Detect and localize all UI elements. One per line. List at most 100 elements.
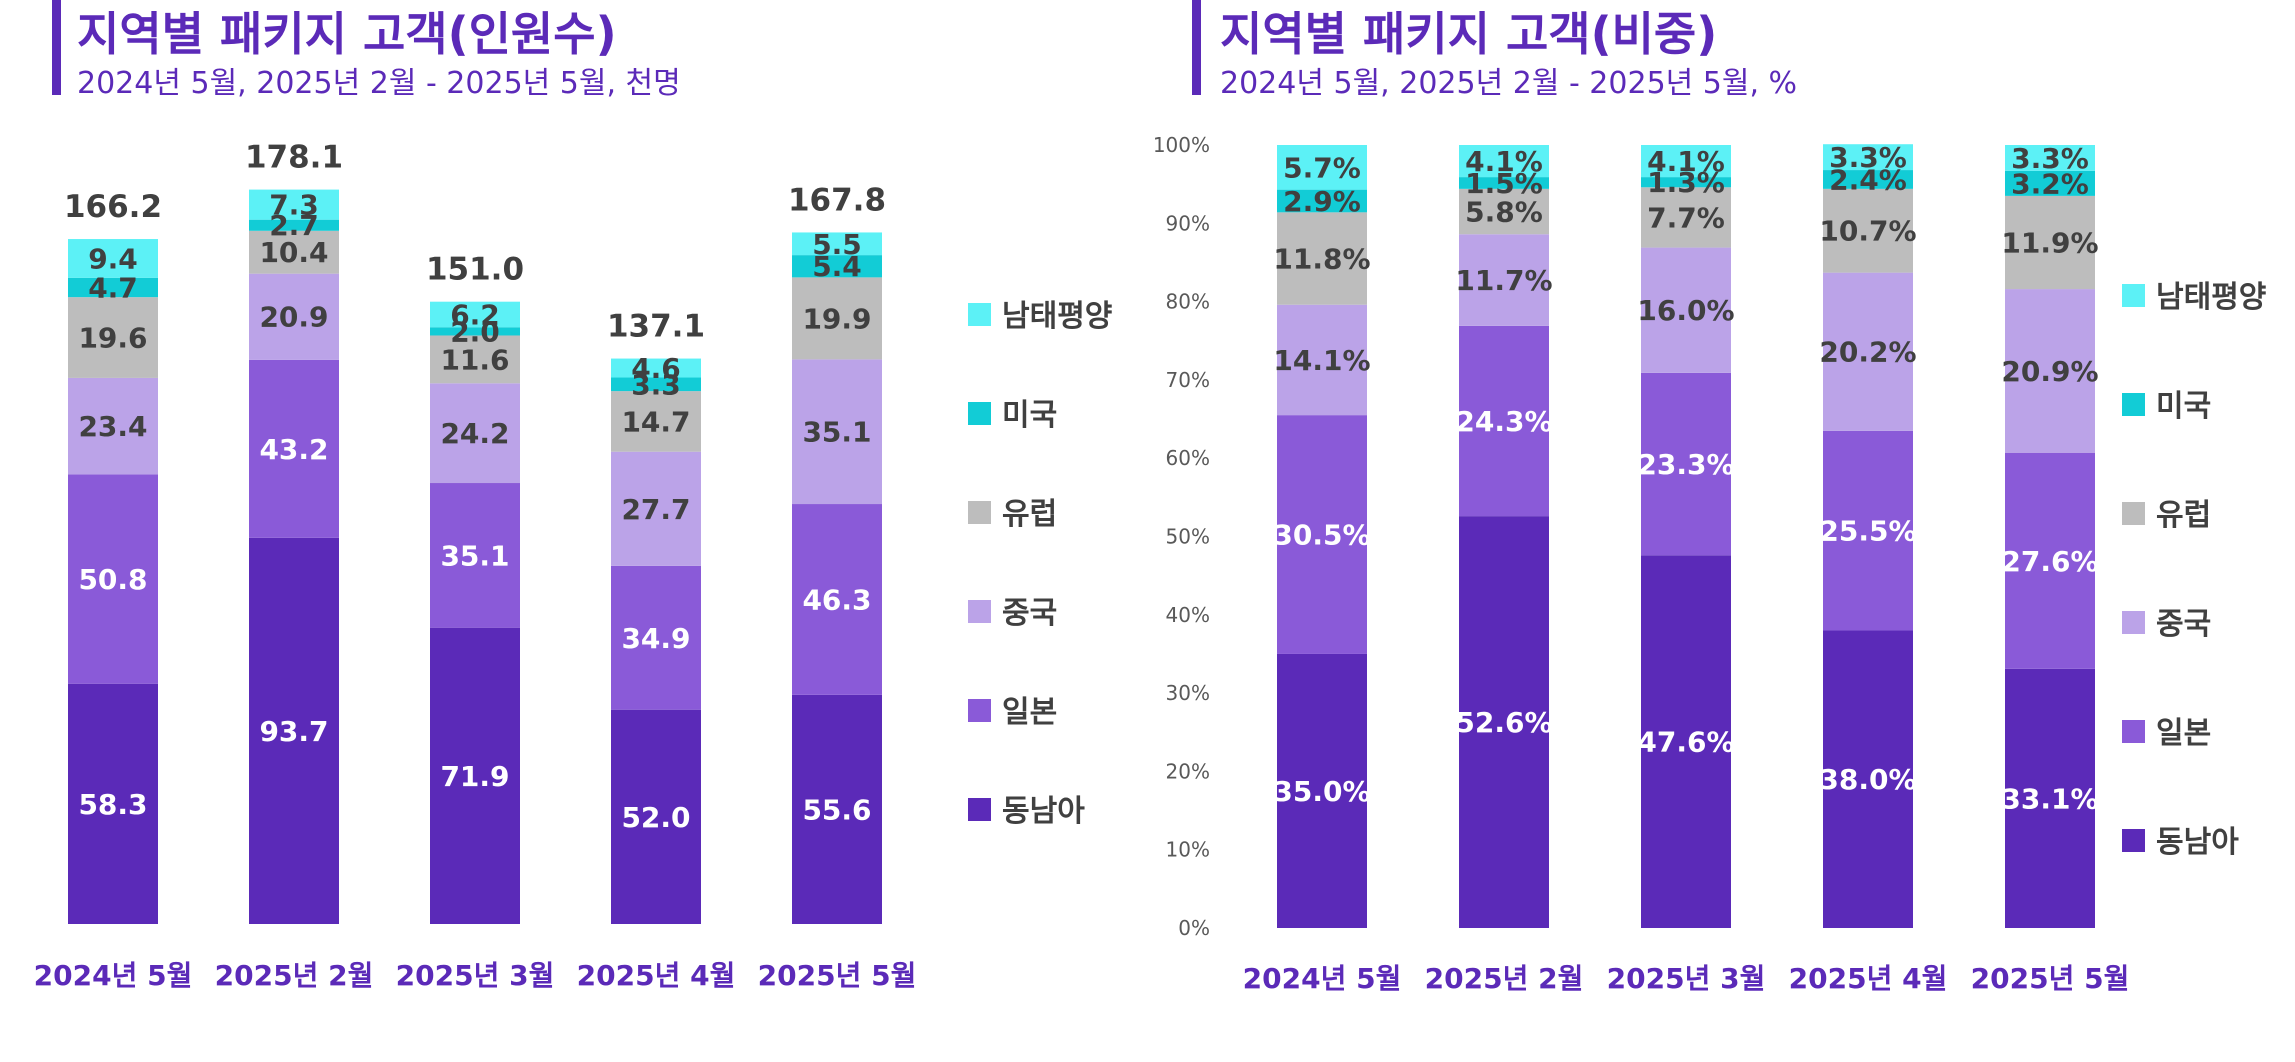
data-label: 23.3% bbox=[1637, 448, 1734, 481]
bar-segment bbox=[611, 377, 701, 392]
chart-panel-count: 지역별 패키지 고객(인원수) 2024년 5월, 2025년 2월 - 202… bbox=[34, 0, 1112, 992]
legend-swatch bbox=[2122, 284, 2145, 307]
stacked-bar-chart-share: 0% 10% 20% 30% 40% 50% 60% 70% 80% 90% 100% 35.0% 30… bbox=[1153, 133, 2267, 995]
bar-segment bbox=[2005, 145, 2095, 171]
data-label: 10.7% bbox=[1819, 215, 1916, 248]
bar-segment bbox=[249, 219, 339, 231]
legend-label: 동남아 bbox=[1002, 794, 1085, 829]
total-label: 167.8 bbox=[788, 182, 886, 218]
data-label: 23.4 bbox=[78, 410, 147, 443]
data-label: 4.7 bbox=[88, 271, 138, 304]
bar-segment bbox=[792, 694, 882, 924]
bar-segment bbox=[611, 565, 701, 710]
chart-title-count: 지역별 패키지 고객(인원수) bbox=[77, 7, 617, 61]
bar-segment bbox=[1459, 234, 1549, 326]
data-label: 46.3 bbox=[802, 583, 871, 616]
data-label: 5.4 bbox=[812, 250, 862, 283]
bar-segment bbox=[792, 277, 882, 360]
bar-segment bbox=[430, 327, 520, 336]
legend-label: 유럽 bbox=[2156, 498, 2211, 533]
bar-segment bbox=[1459, 145, 1549, 178]
bar-segment bbox=[2005, 195, 2095, 290]
data-label: 20.9 bbox=[259, 301, 328, 334]
bar-segment bbox=[1641, 247, 1731, 373]
data-label: 3.2% bbox=[2011, 167, 2089, 200]
bar-segment bbox=[1277, 212, 1367, 305]
y-tick-label: 0% bbox=[1178, 916, 1210, 940]
x-tick-label: 2025년 4월 bbox=[577, 959, 736, 992]
legend-label: 유럽 bbox=[1002, 497, 1057, 532]
data-label: 4.6 bbox=[631, 352, 681, 385]
legend-swatch bbox=[968, 501, 991, 524]
bar-segment bbox=[1823, 630, 1913, 928]
legend-swatch bbox=[2122, 502, 2145, 525]
data-label: 11.6 bbox=[440, 343, 509, 376]
data-label: 7.3 bbox=[269, 189, 319, 222]
data-label: 3.3% bbox=[1829, 141, 1907, 174]
data-label: 5.7% bbox=[1283, 151, 1361, 184]
data-label: 52.6% bbox=[1455, 706, 1552, 739]
data-label: 2.7 bbox=[269, 209, 319, 242]
legend-swatch bbox=[2122, 611, 2145, 634]
data-label: 24.3% bbox=[1455, 405, 1552, 438]
bar-segment bbox=[1277, 189, 1367, 213]
data-label: 19.6 bbox=[78, 322, 147, 355]
chart-title-share: 지역별 패키지 고객(비중) bbox=[1220, 7, 1718, 61]
legend-swatch bbox=[968, 798, 991, 821]
data-label: 7.7% bbox=[1647, 201, 1725, 234]
data-label: 33.1% bbox=[2001, 782, 2098, 815]
bar-segment bbox=[1823, 144, 1913, 171]
x-tick-label: 2025년 2월 bbox=[1425, 962, 1584, 995]
bar-segment bbox=[1823, 170, 1913, 189]
bar-segment bbox=[792, 359, 882, 505]
data-label: 11.9% bbox=[2001, 226, 2098, 259]
total-label: 151.0 bbox=[426, 252, 524, 288]
bar-segment bbox=[1823, 272, 1913, 431]
bar-segment bbox=[68, 239, 158, 278]
chart-subtitle-count: 2024년 5월, 2025년 2월 - 2025년 5월, 천명 bbox=[77, 66, 681, 101]
data-label: 47.6% bbox=[1637, 726, 1734, 759]
data-label: 25.5% bbox=[1819, 515, 1916, 548]
legend-label: 중국 bbox=[2156, 607, 2211, 642]
data-label: 14.7 bbox=[621, 405, 690, 438]
data-label: 20.2% bbox=[1819, 336, 1916, 369]
y-tick-label: 90% bbox=[1166, 211, 1210, 235]
x-tick-label: 2024년 5월 bbox=[34, 959, 193, 992]
data-label: 19.9 bbox=[802, 302, 871, 335]
title-accent-bar bbox=[52, 0, 61, 95]
legend-label: 일본 bbox=[2156, 716, 2211, 751]
data-label: 10.4 bbox=[259, 236, 328, 269]
data-label: 6.2 bbox=[450, 298, 500, 331]
bar-segment bbox=[249, 273, 339, 360]
data-label: 11.7% bbox=[1455, 264, 1552, 297]
bar-segment bbox=[1459, 188, 1549, 235]
data-label: 43.2 bbox=[259, 433, 328, 466]
data-label: 35.1 bbox=[802, 416, 871, 449]
chart-subtitle-share: 2024년 5월, 2025년 2월 - 2025년 5월, % bbox=[1220, 66, 1798, 101]
legend-swatch bbox=[968, 402, 991, 425]
y-tick-label: 10% bbox=[1166, 838, 1210, 862]
legend-swatch bbox=[2122, 393, 2145, 416]
bar-segment bbox=[1641, 187, 1731, 248]
x-tick-label: 2025년 3월 bbox=[396, 959, 555, 992]
legend-label: 남태평양 bbox=[1002, 299, 1112, 334]
total-label: 178.1 bbox=[245, 140, 343, 176]
data-label: 27.6% bbox=[2001, 545, 2098, 578]
data-label: 50.8 bbox=[78, 563, 147, 596]
data-label: 24.2 bbox=[440, 417, 509, 450]
bar-segment bbox=[249, 189, 339, 220]
data-label: 5.5 bbox=[812, 228, 862, 261]
bar-segment bbox=[1641, 177, 1731, 188]
data-label: 4.1% bbox=[1465, 145, 1543, 178]
legend-swatch bbox=[2122, 720, 2145, 743]
bar-segment bbox=[68, 277, 158, 298]
bar-segment bbox=[249, 359, 339, 538]
bar-segment bbox=[792, 255, 882, 278]
x-tick-label: 2025년 5월 bbox=[758, 959, 917, 992]
data-label: 2.9% bbox=[1283, 185, 1361, 218]
bar-segment bbox=[430, 335, 520, 384]
data-label: 35.1 bbox=[440, 539, 509, 572]
data-label: 11.8% bbox=[1273, 243, 1370, 276]
y-tick-label: 50% bbox=[1166, 525, 1210, 549]
data-label: 3.3% bbox=[2011, 142, 2089, 175]
